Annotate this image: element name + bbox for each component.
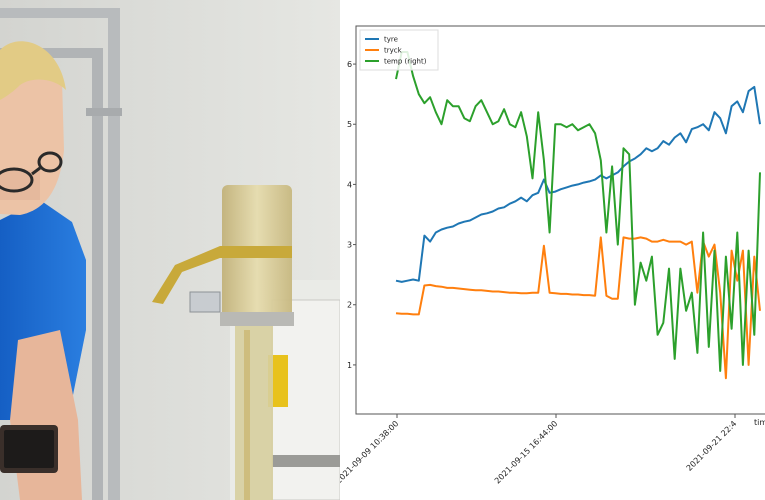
x-axis-label: time — [754, 418, 765, 427]
y-tick-label: 6 — [347, 60, 352, 69]
legend-label: tryck — [384, 47, 403, 55]
camera-photo — [0, 0, 340, 500]
wall-socket — [189, 291, 221, 313]
y-tick-label: 3 — [347, 241, 352, 250]
photo-scene — [0, 0, 340, 500]
legend-label: tyre — [384, 36, 398, 44]
legend: tyre tryck temp (right) — [359, 29, 439, 71]
phone-in-hand — [0, 425, 58, 473]
plot-frame — [355, 25, 765, 415]
y-tick-label: 5 — [347, 120, 352, 129]
legend-label: temp (right) — [384, 58, 427, 66]
series-lines — [395, 51, 761, 380]
pipes — [0, 8, 122, 500]
y-axis-ticks: 1 2 3 4 5 6 — [347, 60, 356, 370]
series-line-temp — [395, 51, 761, 372]
y-tick-label: 2 — [347, 301, 352, 310]
y-tick-label: 1 — [347, 361, 352, 370]
cable-tray — [272, 455, 340, 467]
series-line-tyre — [395, 85, 761, 283]
yellow-strap — [152, 246, 292, 304]
y-tick-label: 4 — [347, 180, 352, 189]
series-line-tryck — [395, 236, 761, 380]
